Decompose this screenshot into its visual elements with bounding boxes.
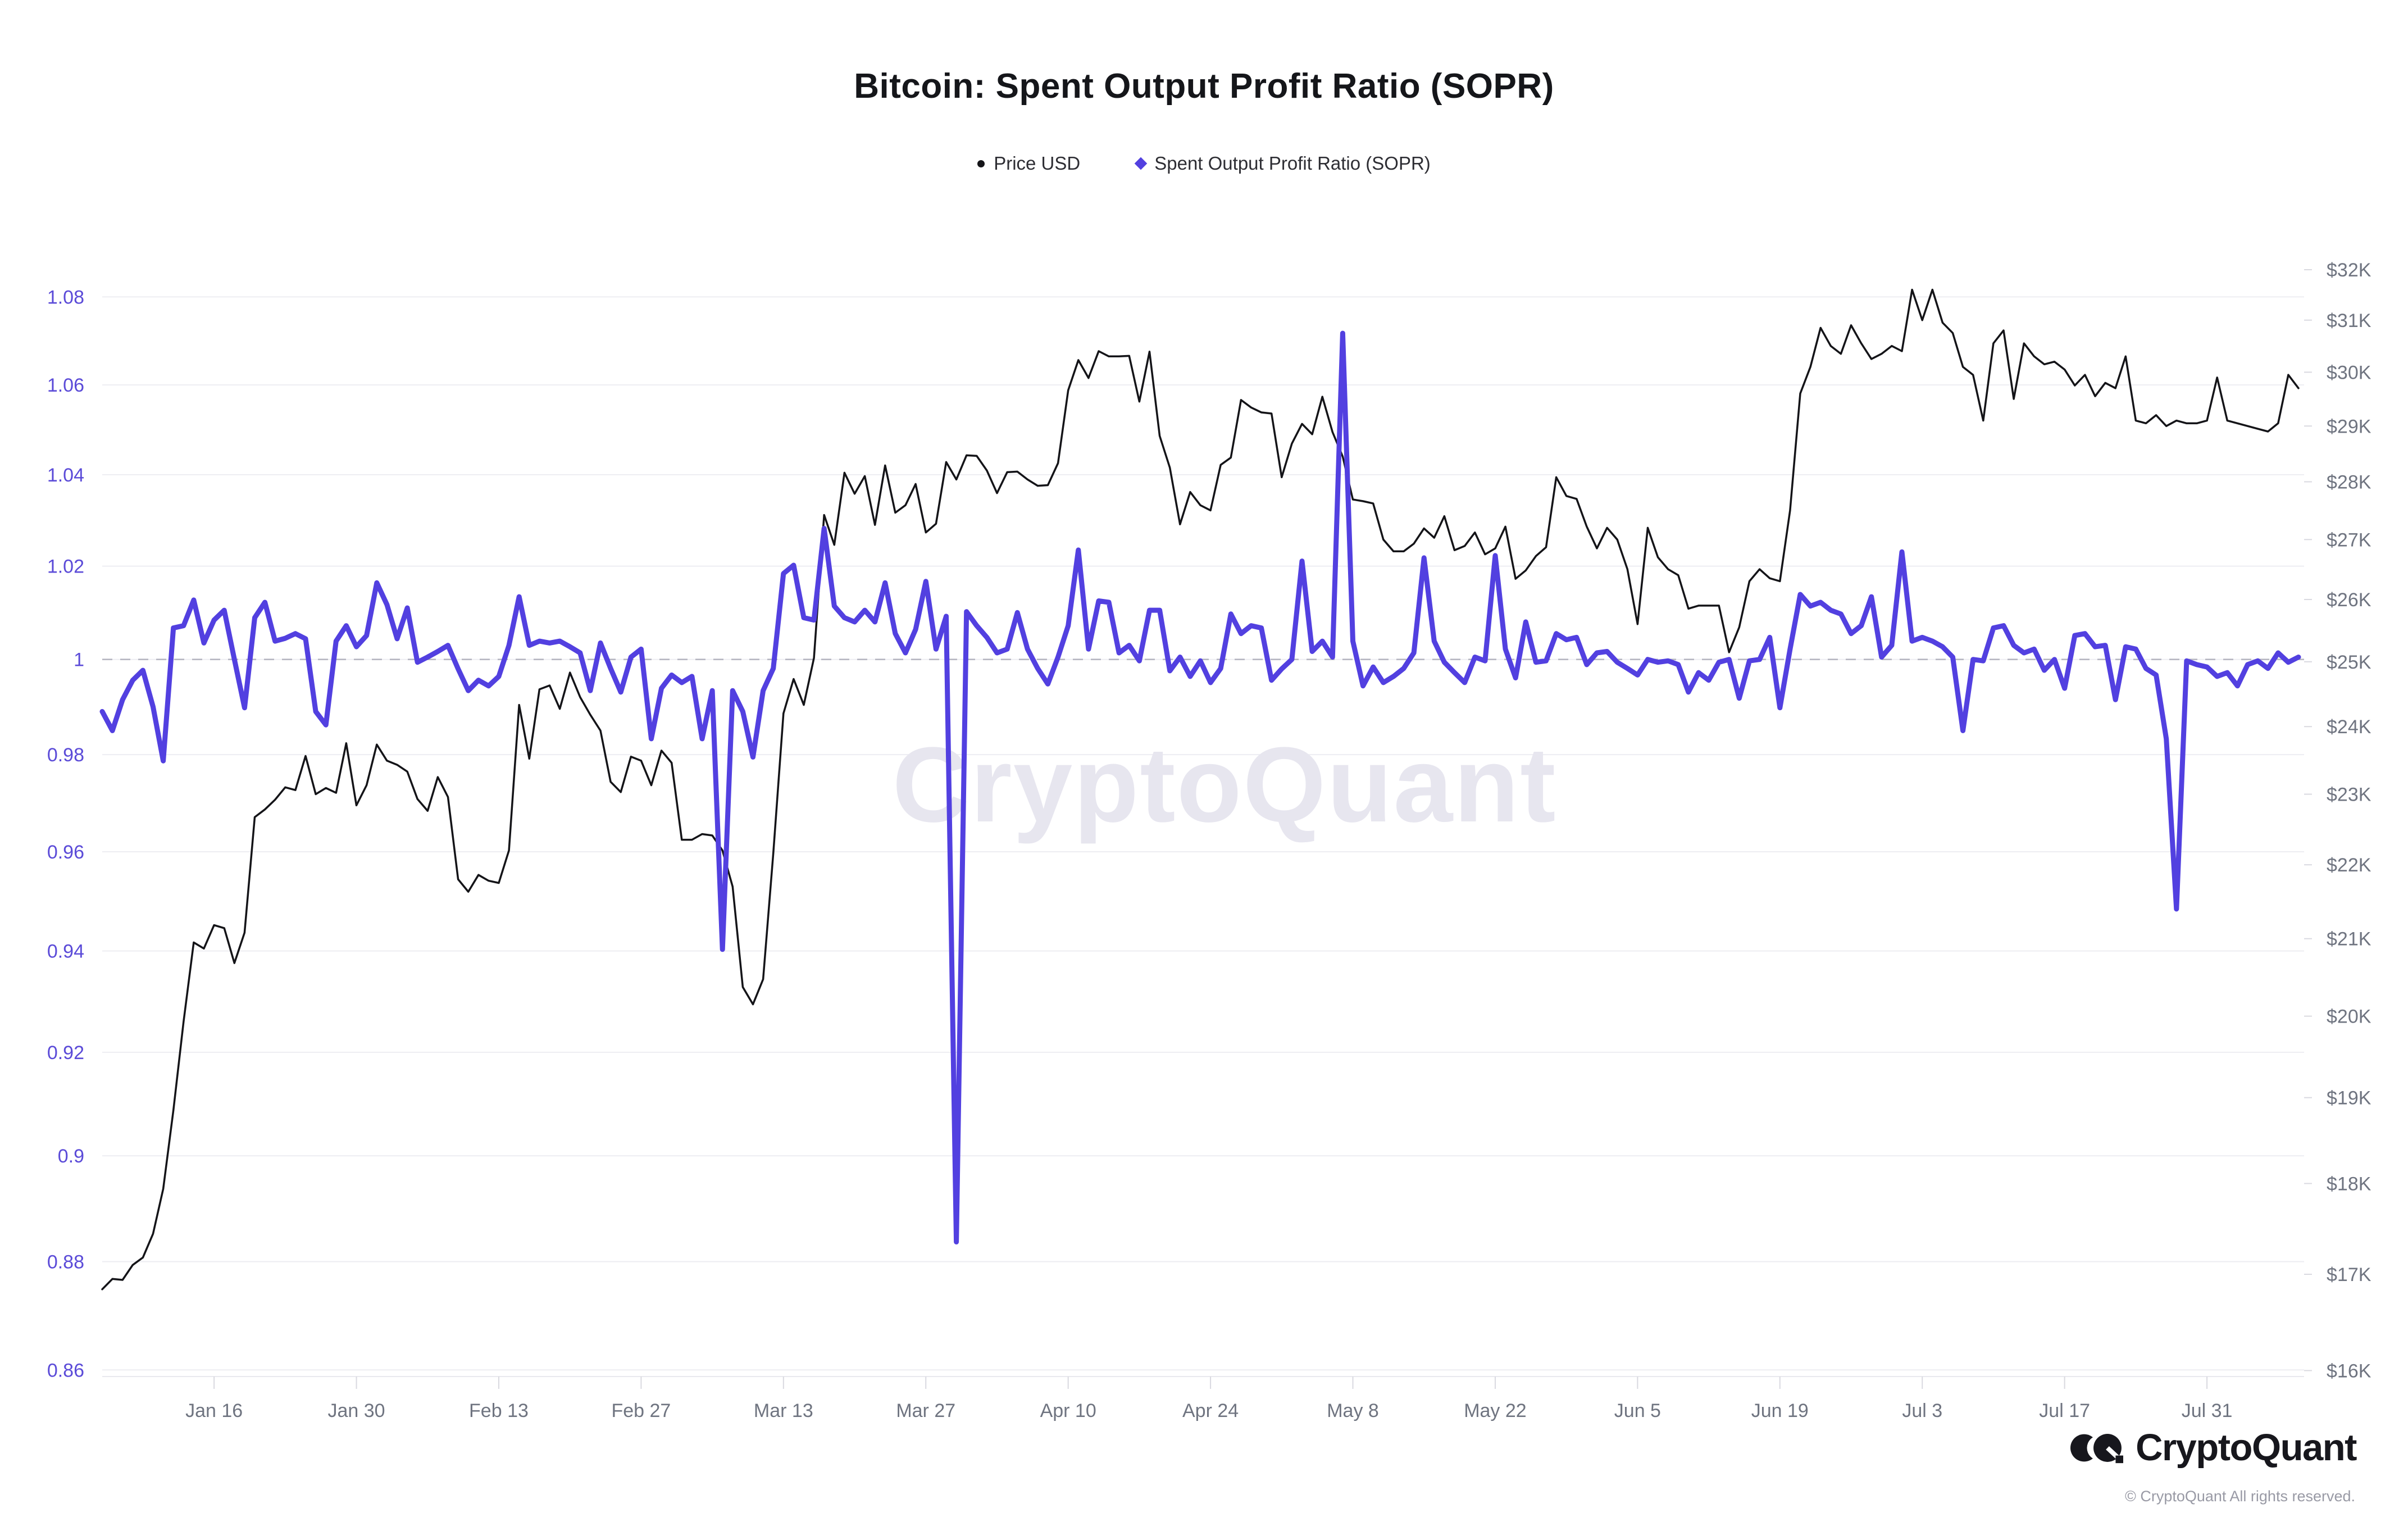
watermark: CryptoQuant [892, 725, 1556, 844]
right-axis-label: $21K [2327, 929, 2371, 950]
left-axis-label: 0.88 [47, 1252, 84, 1273]
legend-item-price[interactable]: Price USD [977, 153, 1080, 174]
right-axis-label: $26K [2327, 589, 2371, 611]
right-axis-label: $22K [2327, 855, 2371, 876]
left-axis-label: 0.98 [47, 744, 84, 766]
left-axis-label: 0.94 [47, 941, 84, 962]
chart-title: Bitcoin: Spent Output Profit Ratio (SOPR… [854, 67, 1554, 106]
left-axis-label: 1.06 [47, 375, 84, 396]
left-axis-label: 0.92 [47, 1042, 84, 1064]
x-tick-label: Apr 10 [1040, 1400, 1096, 1421]
legend-price-label: Price USD [994, 153, 1081, 174]
left-axis-label: 1 [74, 650, 84, 671]
copyright-text: © CryptoQuant All rights reserved. [2124, 1488, 2355, 1505]
right-axis-label: $20K [2327, 1006, 2371, 1028]
cryptoquant-logo-icon [2070, 1433, 2124, 1463]
right-axis-label: $18K [2327, 1173, 2371, 1194]
x-tick-label: Mar 27 [896, 1400, 955, 1421]
right-axis-label: $32K [2327, 260, 2371, 281]
right-axis-label: $16K [2327, 1360, 2371, 1382]
legend: Price USD Spent Output Profit Ratio (SOP… [0, 153, 2408, 174]
x-tick-label: Apr 24 [1182, 1400, 1239, 1421]
x-tick-label: Feb 27 [611, 1400, 671, 1421]
x-tick-label: Jun 5 [1614, 1400, 1661, 1421]
left-axis-label: 0.9 [58, 1146, 84, 1167]
x-tick-label: Feb 13 [469, 1400, 529, 1421]
right-axis-label: $24K [2327, 716, 2371, 738]
x-tick-label: Jul 3 [1902, 1400, 1942, 1421]
left-axis-label: 1.04 [47, 465, 84, 486]
right-axis-label: $31K [2327, 310, 2371, 331]
price-line-series [101, 288, 2300, 1291]
right-axis-label: $25K [2327, 652, 2371, 673]
right-axis-label: $27K [2327, 529, 2371, 551]
right-axis-label: $30K [2327, 362, 2371, 383]
right-axis-label: $17K [2327, 1264, 2371, 1286]
x-tick-label: Jan 30 [327, 1400, 385, 1421]
left-axis-label: 0.96 [47, 842, 84, 863]
x-tick-label: Jan 16 [185, 1400, 243, 1421]
right-axis-label: $29K [2327, 416, 2371, 437]
right-axis-label: $23K [2327, 784, 2371, 806]
x-tick-label: May 8 [1327, 1400, 1379, 1421]
right-axis-label: $19K [2327, 1088, 2371, 1109]
legend-sopr-label: Spent Output Profit Ratio (SOPR) [1154, 153, 1431, 174]
x-tick-label: Jul 17 [2039, 1400, 2090, 1421]
left-axis-label: 1.02 [47, 556, 84, 578]
x-tick-label: Mar 13 [754, 1400, 813, 1421]
left-axis-label: 0.86 [47, 1360, 84, 1381]
legend-item-sopr[interactable]: Spent Output Profit Ratio (SOPR) [1134, 153, 1431, 174]
right-axis-label: $28K [2327, 471, 2371, 493]
price-dot-icon [977, 160, 985, 167]
cryptoquant-logo: CryptoQuant [2070, 1426, 2357, 1469]
x-tick-label: May 22 [1464, 1400, 1527, 1421]
left-axis-label: 1.08 [47, 287, 84, 308]
x-tick-label: Jun 19 [1751, 1400, 1809, 1421]
sopr-line-series [99, 330, 2301, 1245]
cryptoquant-logo-text: CryptoQuant [2136, 1427, 2357, 1469]
x-tick-label: Jul 31 [2182, 1400, 2233, 1421]
